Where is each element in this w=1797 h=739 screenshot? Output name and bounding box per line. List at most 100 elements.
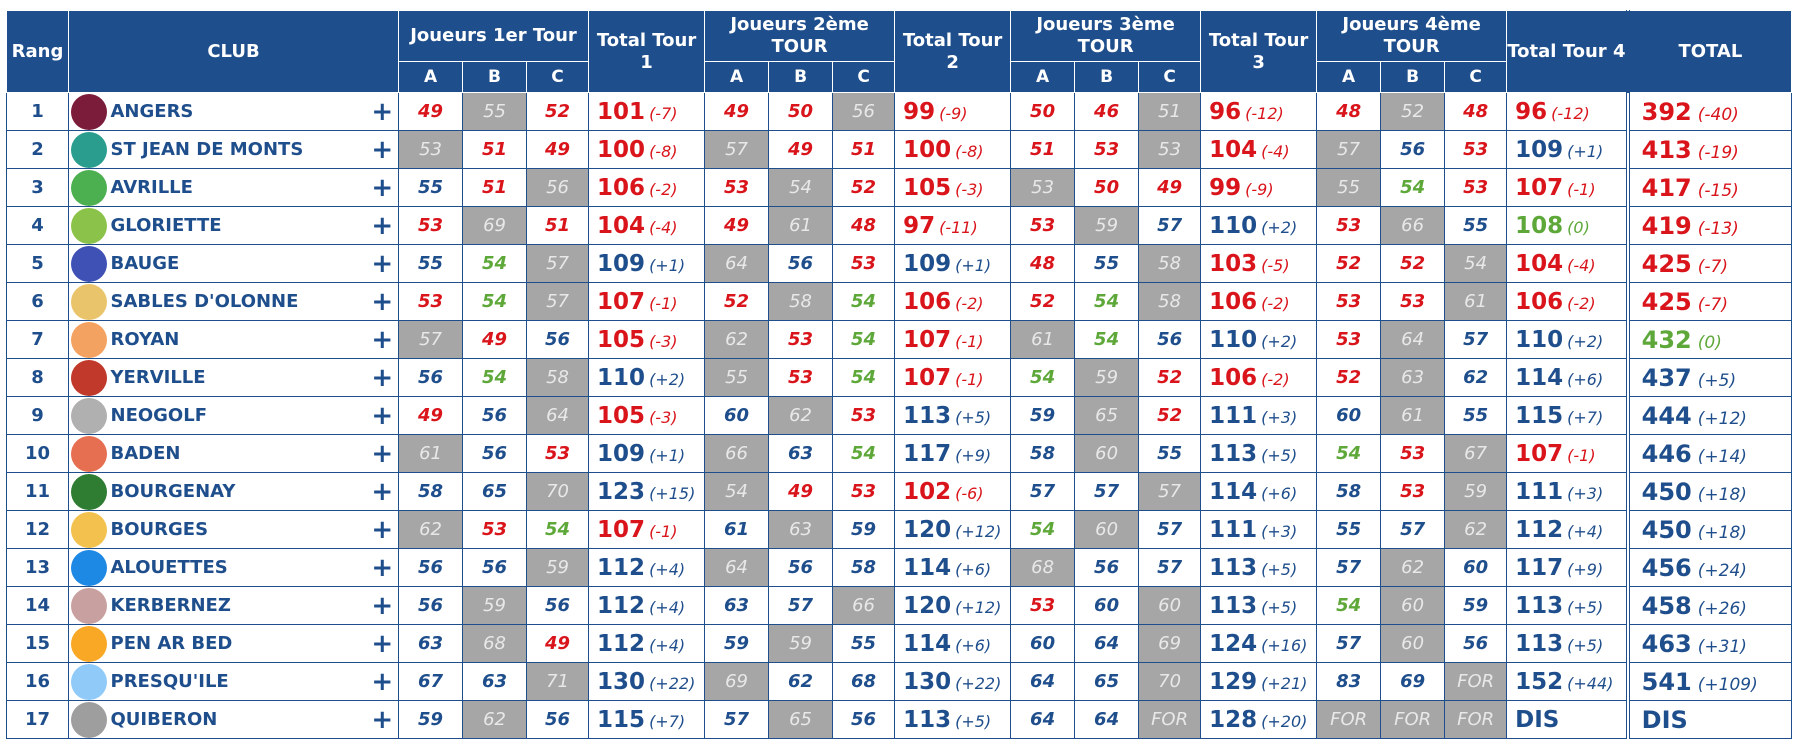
expand-button[interactable]: + xyxy=(366,700,400,739)
round-total-cell: 114 (+6) xyxy=(894,548,1012,587)
round-total-value: 107 xyxy=(597,516,646,543)
expand-button[interactable]: + xyxy=(366,244,400,283)
header-rang: Rang xyxy=(6,10,69,93)
score-cell: 56 xyxy=(526,700,590,739)
round-total-diff: (-1) xyxy=(1567,179,1596,199)
score-cell: FOR xyxy=(1316,700,1382,739)
score-cell: 52 xyxy=(526,92,590,131)
bourges-logo-icon xyxy=(70,511,107,548)
score-cell: 58 xyxy=(398,472,464,511)
round-total-value: 112 xyxy=(597,554,646,581)
grand-total-cell: DIS xyxy=(1625,700,1793,739)
round-total-cell: 106 (-2) xyxy=(1200,358,1318,397)
table-row: 3 AVRILLE +55 51 56 106 (-2) 53 54 52 105 (-3) 53 50 4… xyxy=(6,168,1793,207)
grand-total-value: 413 xyxy=(1641,135,1692,164)
round-total-value: 104 xyxy=(1209,136,1258,163)
grand-total-value: 425 xyxy=(1641,287,1692,316)
expand-button[interactable]: + xyxy=(366,510,400,549)
avrille-logo-icon xyxy=(70,169,107,206)
ranking-table: Rang CLUB Joueurs 1er Tour Total Tour 1 … xyxy=(6,10,1793,739)
round-total-diff: (+44) xyxy=(1567,673,1614,693)
score-cell: 68 xyxy=(462,624,528,663)
expand-button[interactable]: + xyxy=(366,358,400,397)
header-round1: Joueurs 1er Tour xyxy=(398,10,590,62)
score-cell: 64 xyxy=(704,548,770,587)
expand-button[interactable]: + xyxy=(366,320,400,359)
round-total-value: 107 xyxy=(597,288,646,315)
score-cell: 63 xyxy=(768,510,834,549)
score-cell: 63 xyxy=(768,434,834,473)
round-total-diff: (-5) xyxy=(1261,255,1290,275)
grand-total-value: 392 xyxy=(1641,97,1692,126)
score-cell: 66 xyxy=(704,434,770,473)
grand-total-cell: 425 (-7) xyxy=(1625,282,1793,321)
round-total-diff: (-1) xyxy=(955,369,984,389)
club-logo-cell xyxy=(68,510,109,549)
score-cell: 58 xyxy=(768,282,834,321)
expand-button[interactable]: + xyxy=(366,92,400,131)
club-logo-cell xyxy=(68,130,109,169)
round-total-diff: (+16) xyxy=(1261,635,1308,655)
club-logo-cell xyxy=(68,662,109,701)
expand-button[interactable]: + xyxy=(366,206,400,245)
score-cell: 54 xyxy=(1380,168,1446,207)
expand-button[interactable]: + xyxy=(366,282,400,321)
expand-button[interactable]: + xyxy=(366,434,400,473)
round-total-value: 112 xyxy=(1515,516,1564,543)
expand-button[interactable]: + xyxy=(366,548,400,587)
expand-button[interactable]: + xyxy=(366,168,400,207)
angers-shield-icon xyxy=(70,93,107,130)
club-name: QUIBERON xyxy=(108,700,367,739)
score-cell: 51 xyxy=(462,168,528,207)
grand-total-diff: (+18) xyxy=(1697,484,1747,505)
expand-button[interactable]: + xyxy=(366,662,400,701)
score-cell: 53 xyxy=(832,244,896,283)
grand-total-diff: (-13) xyxy=(1697,218,1739,239)
grand-total-diff: (+5) xyxy=(1697,370,1737,391)
round-total-diff: (-2) xyxy=(1261,369,1290,389)
round-total-value: 108 xyxy=(1515,212,1564,239)
score-cell: 57 xyxy=(1138,472,1202,511)
expand-button[interactable]: + xyxy=(366,130,400,169)
rank-cell: 10 xyxy=(6,434,69,473)
score-cell: 65 xyxy=(462,472,528,511)
score-cell: 51 xyxy=(1138,92,1202,131)
round-total-value: 102 xyxy=(903,478,952,505)
round-total-value: 113 xyxy=(1209,592,1258,619)
score-cell: 60 xyxy=(704,396,770,435)
round-total-value: 101 xyxy=(597,98,646,125)
table-row: 9 NEOGOLF +49 56 64 105 (-3) 60 62 53 113 (+5) 59 65 5… xyxy=(6,396,1793,435)
round-total-diff: (+1) xyxy=(1567,141,1604,161)
round-total-value: 109 xyxy=(597,440,646,467)
grand-total-cell: 450 (+18) xyxy=(1625,472,1793,511)
round-total-cell: 110 (+2) xyxy=(1200,206,1318,245)
score-cell: 48 xyxy=(1010,244,1076,283)
round-total-cell: 117 (+9) xyxy=(1506,548,1629,587)
score-cell: 55 xyxy=(1444,206,1508,245)
club-logo-cell xyxy=(68,92,109,131)
ranking-table-container: Rang CLUB Joueurs 1er Tour Total Tour 1 … xyxy=(6,10,1793,739)
round-total-value: 99 xyxy=(903,98,936,125)
expand-button[interactable]: + xyxy=(366,396,400,435)
round-total-diff: (+6) xyxy=(955,559,992,579)
expand-button[interactable]: + xyxy=(366,586,400,625)
score-cell: 62 xyxy=(1380,548,1446,587)
round-total-value: 106 xyxy=(1209,288,1258,315)
round-total-cell: 114 (+6) xyxy=(894,624,1012,663)
round-total-value: 124 xyxy=(1209,630,1258,657)
score-cell: 58 xyxy=(1316,472,1382,511)
score-cell: 69 xyxy=(462,206,528,245)
header-r3-a: A xyxy=(1010,61,1076,93)
round-total-cell: 101 (-7) xyxy=(588,92,706,131)
round-total-value: 113 xyxy=(1515,592,1564,619)
grand-total-diff: (+109) xyxy=(1697,674,1758,695)
round-total-value: 115 xyxy=(597,706,646,733)
expand-button[interactable]: + xyxy=(366,472,400,511)
expand-button[interactable]: + xyxy=(366,624,400,663)
round-total-cell: 112 (+4) xyxy=(588,624,706,663)
score-cell: 53 xyxy=(1138,130,1202,169)
score-cell: 64 xyxy=(704,244,770,283)
score-cell: 70 xyxy=(1138,662,1202,701)
table-row: 6 SABLES D'OLONNE +53 54 57 107 (-1) 52 58 54 106(… xyxy=(6,282,1793,321)
score-cell: 57 xyxy=(1138,510,1202,549)
